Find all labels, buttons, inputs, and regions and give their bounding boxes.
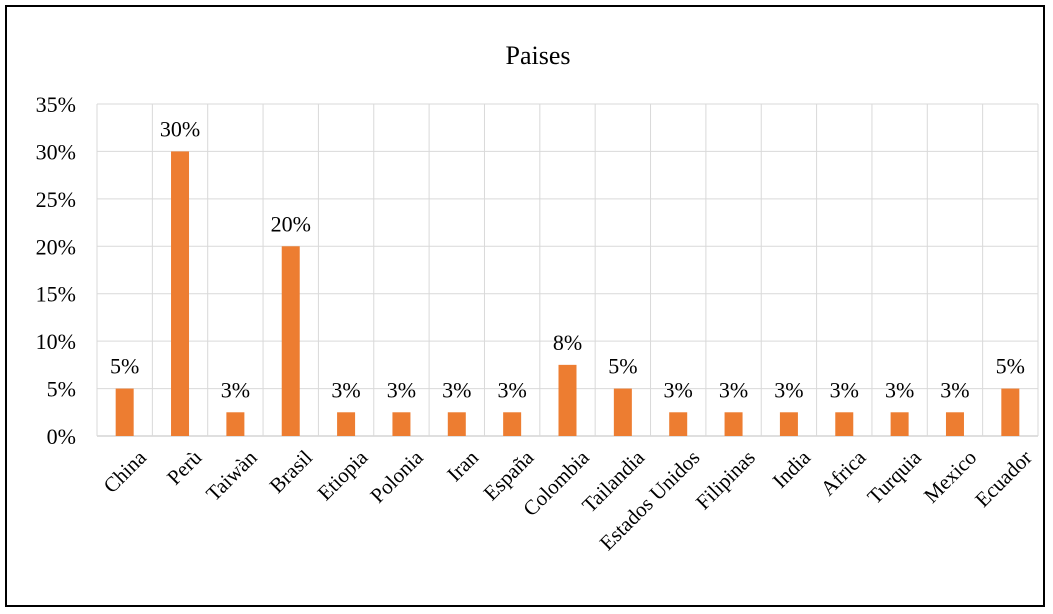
y-tick-label: 25% — [36, 187, 76, 212]
x-tick-label: China — [99, 445, 152, 498]
x-tick-label: Perù — [162, 445, 207, 490]
data-label: 3% — [940, 377, 969, 402]
y-axis-tick-labels: 0% 5% 10% 15% 20% 25% 30% 35% — [36, 92, 76, 449]
bar — [890, 412, 909, 436]
bar — [779, 412, 798, 436]
x-tick-label: Filipinas — [691, 445, 760, 514]
y-tick-label: 0% — [47, 424, 76, 449]
bar — [447, 412, 466, 436]
y-tick-label: 15% — [36, 282, 76, 307]
data-label: 3% — [331, 377, 360, 402]
bar — [613, 388, 632, 436]
x-tick-label: Etiopia — [313, 445, 373, 505]
grid-lines — [96, 103, 1039, 437]
x-tick-label: Mexico — [919, 445, 981, 507]
data-label: 20% — [271, 211, 311, 236]
x-tick-label: Ecuador — [970, 445, 1036, 511]
data-label: 3% — [442, 377, 471, 402]
data-label: 3% — [497, 377, 526, 402]
bar — [503, 412, 522, 436]
data-label: 5% — [996, 354, 1025, 379]
bar — [281, 246, 300, 436]
bar — [226, 412, 245, 436]
data-labels: 5% 30% 3% 20% 3% 3% 3% 3% 8% 5% 3% 3% 3% 3% 3% 3% 5% — [110, 116, 1025, 402]
data-label: 30% — [160, 116, 200, 141]
data-label: 3% — [664, 377, 693, 402]
data-label: 3% — [221, 377, 250, 402]
x-tick-label: Turquia — [862, 445, 926, 509]
data-label: 5% — [110, 354, 139, 379]
y-tick-label: 20% — [36, 234, 76, 259]
y-tick-label: 5% — [47, 377, 76, 402]
data-label: 5% — [608, 354, 637, 379]
x-tick-label: Polonia — [365, 445, 428, 508]
bar — [669, 412, 688, 436]
bar — [171, 151, 190, 436]
data-label: 3% — [774, 377, 803, 402]
y-tick-label: 30% — [36, 139, 76, 164]
x-tick-label: Iran — [442, 445, 483, 486]
bar — [724, 412, 743, 436]
bar — [945, 412, 964, 436]
bar — [392, 412, 411, 436]
data-label: 3% — [719, 377, 748, 402]
y-tick-label: 10% — [36, 329, 76, 354]
data-label: 3% — [387, 377, 416, 402]
bars — [115, 151, 1020, 436]
bar — [337, 412, 356, 436]
y-tick-label: 35% — [36, 92, 76, 117]
data-label: 8% — [553, 330, 582, 355]
bar — [115, 388, 134, 436]
x-tick-label: Taiwàn — [201, 445, 262, 506]
bar — [835, 412, 854, 436]
data-label: 3% — [885, 377, 914, 402]
x-tick-label: India — [768, 445, 816, 493]
bar — [558, 364, 577, 436]
bar — [1001, 388, 1020, 436]
x-tick-label: Brasil — [265, 445, 318, 498]
chart-title: Paises — [506, 41, 571, 70]
data-label: 3% — [830, 377, 859, 402]
